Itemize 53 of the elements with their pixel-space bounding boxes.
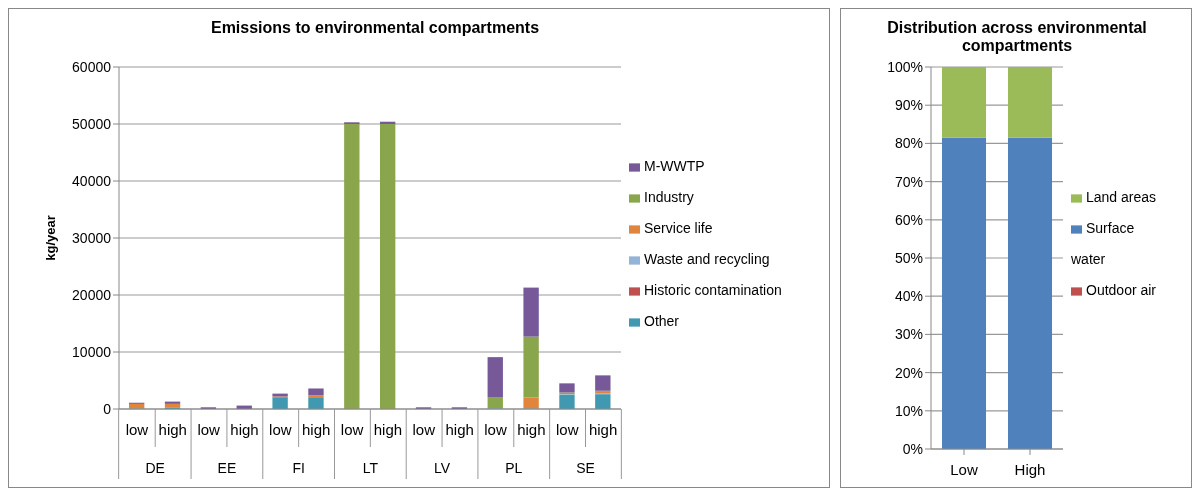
y-tick-label: 60000 [72, 58, 112, 75]
legend-label: Outdoor air [1086, 282, 1157, 298]
legend-label: Waste and recycling [644, 251, 770, 267]
y-tick-label: 80% [894, 135, 923, 152]
text: LV [434, 460, 451, 476]
y-tick-label: 40% [894, 288, 923, 305]
legend-label: Service life [644, 220, 713, 236]
y-tick-label: 20000 [72, 286, 112, 303]
y-tick-label: 100% [887, 58, 923, 75]
x-tick-label: High [1014, 461, 1046, 478]
x-tick-label: high [517, 421, 546, 438]
text: LT [362, 460, 379, 476]
x-tick-label: low [340, 421, 364, 438]
x-tick-label: high [373, 421, 403, 438]
chart-title: Distribution across environmental compartments [886, 19, 1148, 55]
legend-label: Land areas [1086, 189, 1157, 205]
x-tick-label: low [269, 421, 292, 438]
x-tick-label: high [302, 421, 331, 438]
x-tick-label: low [555, 421, 579, 438]
text: EE [217, 460, 237, 476]
y-tick-label: 10% [894, 402, 923, 419]
y-tick-label: 0% [902, 440, 923, 457]
y-tick-label: 70% [894, 173, 923, 190]
y-tick-label: 60% [894, 211, 923, 228]
text: PL [505, 460, 523, 476]
legend-label: Historic contamination [644, 282, 782, 298]
x-tick-label: low [484, 421, 507, 438]
x-tick-label: low [412, 421, 436, 438]
y-tick-label: 30000 [72, 229, 112, 246]
y-tick-label: 50000 [72, 115, 112, 132]
x-tick-label: low [125, 421, 149, 438]
chart-title: Emissions to environmental compartments [209, 19, 541, 37]
y-axis-title: kg/year [43, 215, 58, 261]
x-tick-label: high [158, 421, 187, 438]
y-tick-label: 20% [894, 364, 923, 381]
y-tick-label: 30% [894, 326, 923, 343]
x-tick-label: high [445, 421, 474, 438]
x-tick-label: low [197, 421, 221, 438]
text: FI [292, 460, 305, 476]
x-tick-label: high [588, 421, 618, 438]
x-tick-label: Low [950, 461, 978, 478]
legend-label: M-WWTP [644, 158, 705, 174]
text: SE [576, 460, 595, 476]
y-tick-label: 90% [894, 97, 923, 114]
y-tick-label: 40000 [72, 172, 112, 189]
legend-label: Other [644, 313, 680, 329]
legend-label: Industry [644, 189, 694, 205]
legend-label: Surface water [1071, 220, 1135, 267]
y-tick-label: 10000 [72, 343, 112, 360]
text: DE [145, 460, 165, 476]
y-tick-label: 0 [103, 400, 112, 417]
y-tick-label: 50% [894, 249, 923, 266]
x-tick-label: high [230, 421, 259, 438]
